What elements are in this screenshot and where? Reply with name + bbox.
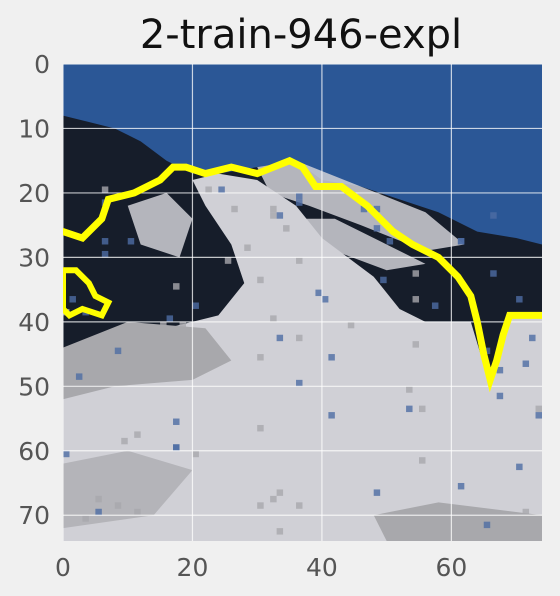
pixel-speckle [536, 406, 542, 412]
pixel-speckle [413, 270, 419, 276]
pixel-speckle [328, 412, 334, 418]
pixel-speckle [413, 341, 419, 347]
pixel-speckle [516, 464, 522, 470]
pixel-speckle [296, 199, 302, 205]
pixel-speckle [167, 315, 173, 321]
pixel-speckle [270, 212, 276, 218]
pixel-speckle [380, 277, 386, 283]
pixel-speckle [348, 322, 354, 328]
pixel-speckle [231, 206, 237, 212]
pixel-speckle [296, 193, 302, 199]
pixel-speckle [374, 225, 380, 231]
pixel-speckle [102, 251, 108, 257]
pixel-speckle [192, 451, 198, 457]
x-tick-label: 60 [435, 553, 467, 582]
pixel-speckle [277, 212, 283, 218]
y-tick-label: 0 [34, 50, 50, 79]
pixel-speckle [419, 457, 425, 463]
pixel-speckle [173, 419, 179, 425]
pixel-speckle [296, 257, 302, 263]
pixel-speckle [121, 438, 127, 444]
pixel-speckle [419, 406, 425, 412]
pixel-speckle [406, 386, 412, 392]
pixel-speckle [95, 509, 101, 515]
pixel-speckle [484, 522, 490, 528]
x-tick-label: 40 [306, 553, 338, 582]
pixel-speckle [134, 431, 140, 437]
pixel-speckle [257, 277, 263, 283]
pixel-speckle [270, 496, 276, 502]
pixel-speckle [115, 502, 121, 508]
pixel-speckle [69, 296, 75, 302]
pixel-speckle [180, 322, 186, 328]
pixel-speckle [115, 348, 121, 354]
pixel-speckle [134, 509, 140, 515]
chart-title: 2-train-946-expl [140, 12, 462, 58]
pixel-speckle [115, 335, 121, 341]
pixel-speckle [458, 238, 464, 244]
y-tick-label: 10 [18, 114, 50, 143]
y-tick-label: 60 [18, 437, 50, 466]
pixel-speckle [296, 502, 302, 508]
pixel-speckle [328, 354, 334, 360]
pixel-speckle [147, 328, 153, 334]
pixel-speckle [296, 335, 302, 341]
pixel-speckle [102, 238, 108, 244]
pixel-speckle [205, 186, 211, 192]
pixel-speckle [490, 270, 496, 276]
pixel-speckle [490, 212, 496, 218]
y-tick-label: 50 [18, 372, 50, 401]
pixel-speckle [523, 509, 529, 515]
pixel-speckle [192, 303, 198, 309]
pixel-speckle [102, 186, 108, 192]
pixel-speckle [277, 528, 283, 534]
pixel-speckle [95, 496, 101, 502]
pixel-speckle [244, 244, 250, 250]
pixel-speckle [277, 335, 283, 341]
pixel-speckle [438, 509, 444, 515]
pixel-speckle [516, 296, 522, 302]
pixel-speckle [387, 238, 393, 244]
pixel-speckle [458, 483, 464, 489]
x-tick-label: 0 [55, 553, 71, 582]
pixel-speckle [283, 225, 289, 231]
pixel-speckle [82, 515, 88, 521]
pixel-speckle [406, 406, 412, 412]
pixel-speckle [173, 444, 179, 450]
pixel-speckle [296, 380, 302, 386]
pixel-speckle [128, 238, 134, 244]
pixel-speckle [536, 412, 542, 418]
pixel-speckle [523, 361, 529, 367]
pixel-speckle [63, 451, 69, 457]
y-tick-label: 40 [18, 308, 50, 337]
pixel-speckle [322, 296, 328, 302]
pixel-speckle [315, 290, 321, 296]
pixel-speckle [218, 186, 224, 192]
pixel-speckle [270, 315, 276, 321]
pixel-speckle [374, 489, 380, 495]
pixel-speckle [257, 354, 263, 360]
x-axis-ticks: 0 20 40 60 [55, 553, 467, 582]
pixel-speckle [413, 296, 419, 302]
y-tick-label: 70 [18, 501, 50, 530]
pixel-speckle [76, 373, 82, 379]
pixel-speckle [173, 283, 179, 289]
pixel-speckle [270, 206, 276, 212]
pixel-speckle [225, 257, 231, 263]
pixel-speckle [180, 335, 186, 341]
image-plot-area [63, 64, 542, 541]
pixel-speckle [257, 425, 263, 431]
pixel-speckle [277, 489, 283, 495]
pixel-speckle [160, 322, 166, 328]
pixel-speckle [497, 393, 503, 399]
y-tick-label: 30 [18, 243, 50, 272]
y-tick-label: 20 [18, 179, 50, 208]
x-tick-label: 20 [177, 553, 209, 582]
pixel-speckle [257, 502, 263, 508]
pixel-speckle [432, 303, 438, 309]
pixel-speckle [529, 335, 535, 341]
y-axis-ticks: 0 10 20 30 40 50 60 70 [18, 50, 50, 530]
